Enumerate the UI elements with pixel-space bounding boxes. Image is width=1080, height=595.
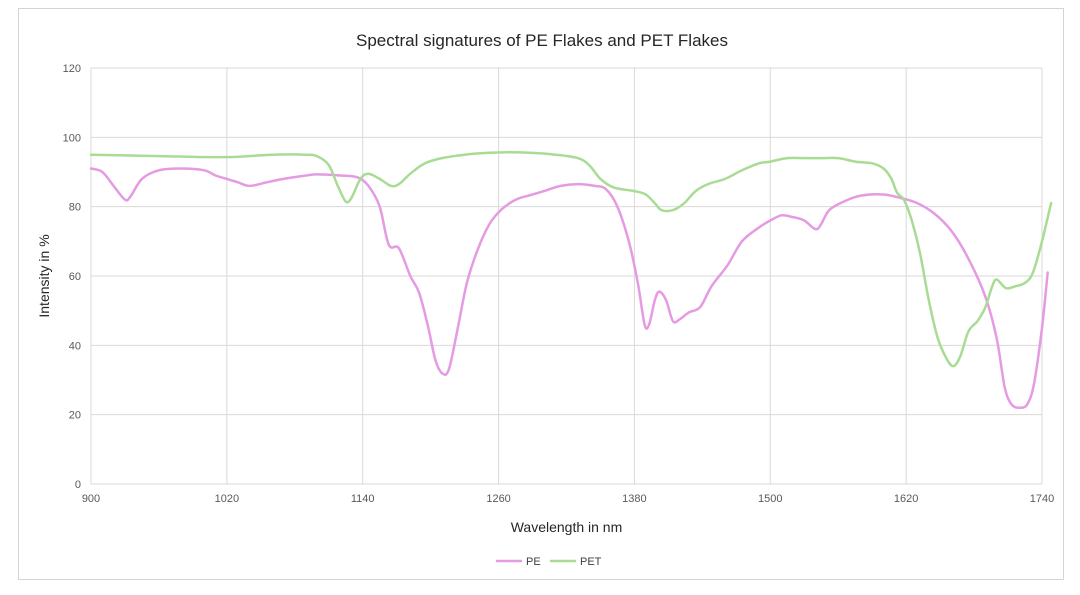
legend-label-pet: PET: [580, 556, 602, 568]
y-tick-label: 0: [75, 479, 81, 491]
legend: PE PET: [495, 556, 602, 568]
y-tick-label: 80: [69, 202, 81, 214]
x-tick-label: 1260: [486, 493, 510, 505]
legend-label-pe: PE: [526, 556, 541, 568]
chart-svg: Spectral signatures of PE Flakes and PET…: [36, 31, 1055, 568]
y-tick-label: 20: [69, 410, 81, 422]
y-tick-label: 120: [63, 63, 81, 75]
x-tick-label: 1500: [758, 493, 782, 505]
series-line-pet: [89, 150, 1053, 368]
series-line-pe: [89, 167, 1049, 409]
x-tick-label: 1380: [622, 493, 646, 505]
y-tick-label: 60: [69, 271, 81, 283]
x-tick-label: 1740: [1030, 493, 1054, 505]
x-tick-label: 1020: [215, 493, 239, 505]
chart-title: Spectral signatures of PE Flakes and PET…: [356, 31, 728, 50]
x-tick-label: 1140: [351, 493, 375, 505]
y-tick-label: 100: [63, 132, 81, 144]
grid-layer: [90, 67, 1043, 485]
x-tick-label: 900: [82, 493, 100, 505]
x-axis-title: Wavelength in nm: [511, 519, 623, 535]
y-axis-title: Intensity in %: [36, 234, 52, 317]
x-tick-label: 1620: [894, 493, 918, 505]
chart-frame: Spectral signatures of PE Flakes and PET…: [18, 8, 1064, 580]
series-layer: [89, 150, 1053, 409]
y-tick-label: 40: [69, 340, 81, 352]
tick-layer: 0 20 40 60 80 100 120 900 1020 1140 1260 1380 1500 16…: [63, 63, 1055, 505]
